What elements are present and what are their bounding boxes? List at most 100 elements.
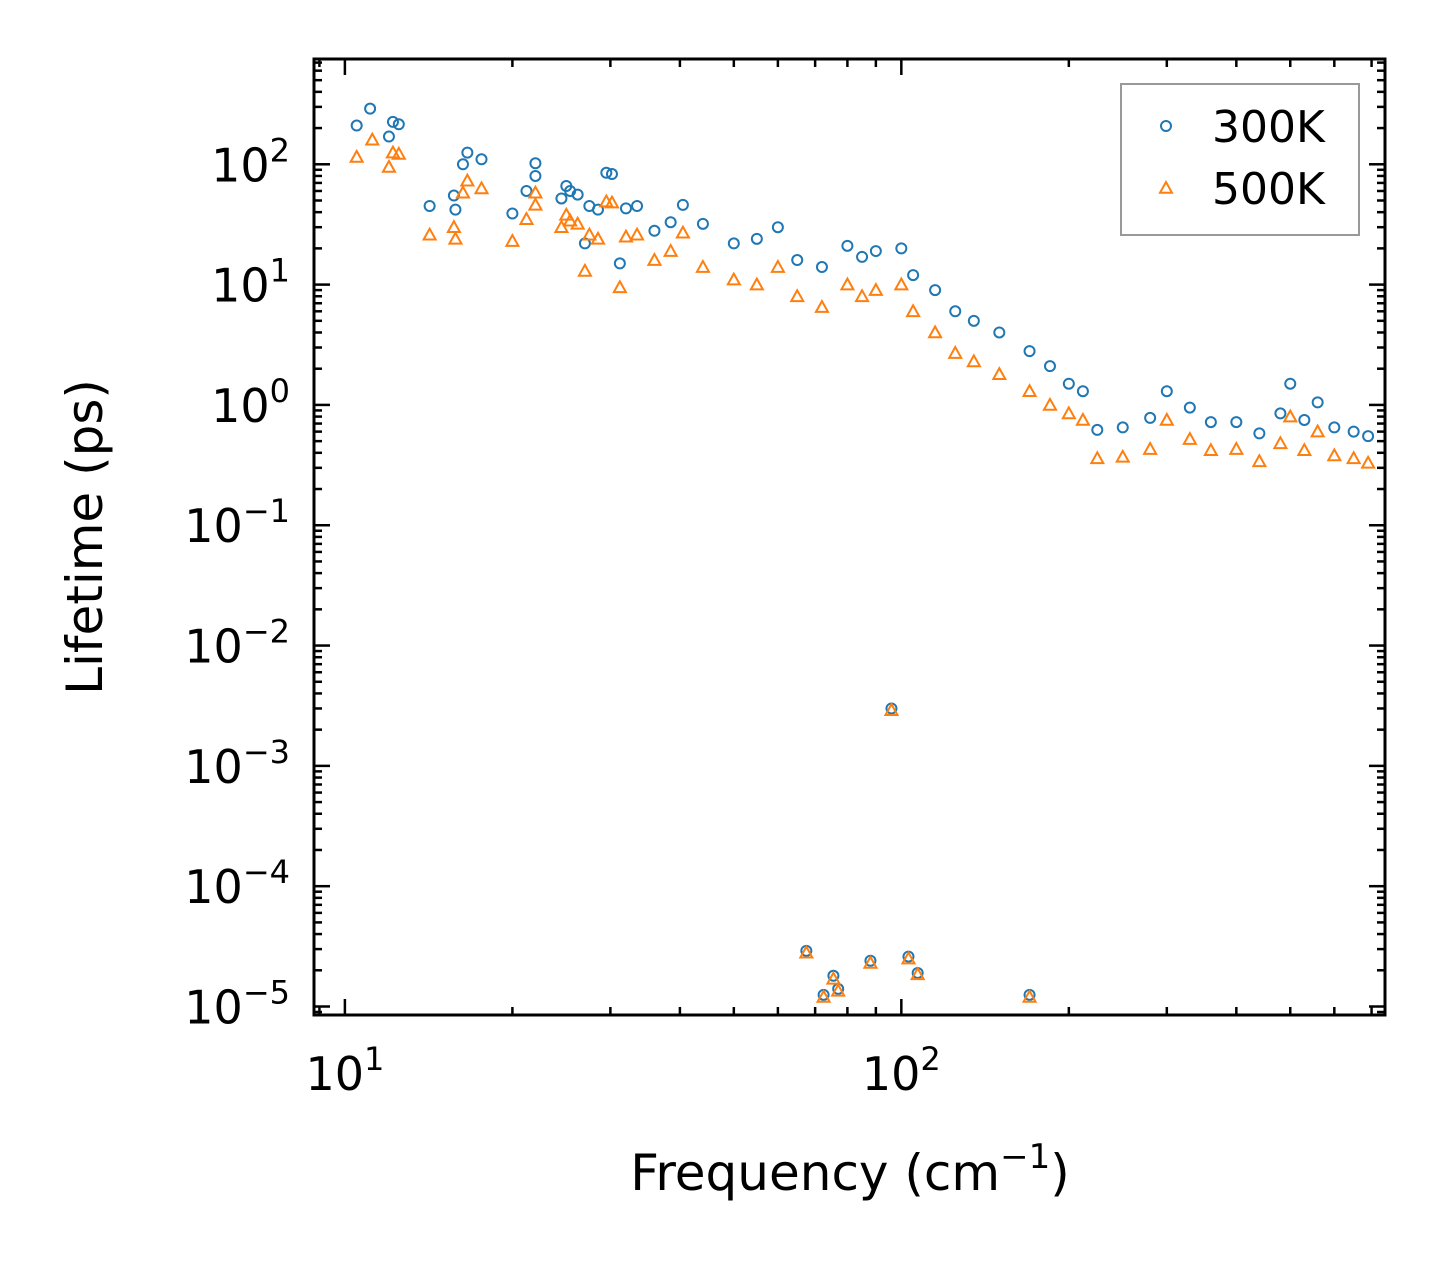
data-point-300k-37 xyxy=(856,250,869,263)
data-point-300k-8 xyxy=(456,158,469,171)
data-point-500k-19 xyxy=(577,262,593,277)
data-point-300k-57 xyxy=(1274,407,1287,420)
data-point-500k-17 xyxy=(562,212,578,227)
data-point-300k-52 xyxy=(1160,385,1173,398)
x-axis-title: Frequency (cm−1) xyxy=(630,1137,1070,1202)
data-point-300k-45 xyxy=(1023,345,1036,358)
data-point-500k-50 xyxy=(1115,448,1131,463)
data-point-300k-12 xyxy=(520,184,533,197)
data-point-300k-51 xyxy=(1144,411,1157,424)
data-point-500k-32 xyxy=(749,276,765,291)
x-axis-title-main: Frequency (cm xyxy=(630,1144,1000,1202)
data-point-500k-6 xyxy=(446,219,462,233)
data-point-500k-66 xyxy=(815,988,832,1003)
data-point-300k-7 xyxy=(449,203,462,216)
data-point-500k-0 xyxy=(348,148,365,163)
data-point-500k-46 xyxy=(1042,396,1058,411)
data-point-300k-63 xyxy=(1362,430,1375,443)
data-point-300k-11 xyxy=(506,207,519,220)
data-point-500k-57 xyxy=(1272,435,1289,450)
data-point-300k-60 xyxy=(1311,396,1324,409)
data-point-500k-15 xyxy=(553,219,570,233)
data-point-500k-44 xyxy=(991,366,1008,381)
data-point-300k-32 xyxy=(750,232,763,245)
y-tick-label-3: 10−1 xyxy=(184,492,290,553)
data-point-500k-14 xyxy=(527,184,544,199)
tick-labels: 101 102 102 101 100 10−1 10−2 10−3 10−4 10−5 xyxy=(184,131,940,1101)
data-point-500k-7 xyxy=(447,230,464,245)
data-point-500k-38 xyxy=(868,282,884,296)
data-point-300k-22 xyxy=(600,166,613,179)
data-point-300k-5 xyxy=(423,200,436,213)
data-point-300k-29 xyxy=(676,198,689,211)
data-point-500k-62 xyxy=(1345,450,1362,465)
y-tick-label-1: 101 xyxy=(211,252,290,313)
data-point-500k-33 xyxy=(770,258,786,273)
data-point-300k-21 xyxy=(591,203,604,216)
series-500K xyxy=(348,131,1376,1003)
data-point-300k-27 xyxy=(648,224,661,237)
y-tick-label-0: 102 xyxy=(211,131,290,192)
data-point-300k-46 xyxy=(1043,360,1056,373)
data-point-300k-26 xyxy=(631,200,644,213)
y-tick-label-5: 10−3 xyxy=(184,733,290,794)
data-point-300k-14 xyxy=(529,157,542,170)
legend-label-500k: 500K xyxy=(1212,164,1326,215)
data-point-500k-20 xyxy=(581,226,598,241)
data-point-300k-30 xyxy=(696,217,709,230)
plot-markers xyxy=(348,102,1376,1003)
legend: 300K 500K xyxy=(1120,83,1360,236)
data-point-300k-2 xyxy=(382,130,395,143)
data-point-500k-34 xyxy=(789,288,805,303)
x-tick-label-0: 101 xyxy=(305,1040,384,1101)
data-point-300k-55 xyxy=(1230,416,1243,429)
data-point-500k-23 xyxy=(604,194,620,209)
data-point-300k-39 xyxy=(895,242,908,255)
data-point-300k-18 xyxy=(571,188,584,201)
legend-label-300k: 300K xyxy=(1212,102,1326,153)
x-tick-label-1: 102 xyxy=(862,1040,941,1101)
data-point-300k-31 xyxy=(727,237,740,250)
data-point-500k-49 xyxy=(1089,450,1105,465)
data-point-300k-40 xyxy=(907,269,920,282)
data-point-500k-48 xyxy=(1075,411,1091,426)
data-point-300k-4 xyxy=(392,118,405,131)
data-point-300k-3 xyxy=(386,115,399,128)
legend-marker-500k xyxy=(1158,179,1174,194)
data-point-500k-53 xyxy=(1182,431,1198,445)
data-point-500k-68 xyxy=(830,982,846,997)
data-point-300k-9 xyxy=(461,146,474,159)
y-tick-label-4: 10−2 xyxy=(184,613,290,674)
data-point-500k-27 xyxy=(646,251,663,266)
data-point-300k-35 xyxy=(815,261,828,274)
data-point-500k-31 xyxy=(726,271,742,286)
data-point-300k-54 xyxy=(1204,416,1217,429)
data-point-300k-59 xyxy=(1298,413,1311,426)
data-point-500k-51 xyxy=(1142,440,1158,455)
data-point-500k-8 xyxy=(455,184,471,199)
data-point-300k-42 xyxy=(949,305,962,318)
legend-marker-300k xyxy=(1160,120,1172,132)
data-point-500k-70 xyxy=(900,950,917,965)
data-point-500k-5 xyxy=(421,226,438,241)
y-tick-label-7: 10−5 xyxy=(184,974,290,1035)
data-point-500k-13 xyxy=(527,196,544,211)
data-point-300k-33 xyxy=(771,221,784,234)
data-point-500k-41 xyxy=(927,324,943,339)
data-point-300k-23 xyxy=(605,168,618,181)
y-tick-label-2: 100 xyxy=(211,372,290,433)
data-point-300k-1 xyxy=(364,102,377,115)
data-point-300k-47 xyxy=(1062,377,1075,390)
data-point-500k-71 xyxy=(909,966,926,981)
data-point-300k-0 xyxy=(350,119,363,132)
data-point-300k-62 xyxy=(1347,425,1360,438)
data-point-500k-65 xyxy=(798,944,815,959)
data-point-500k-25 xyxy=(618,228,634,243)
data-point-500k-10 xyxy=(473,180,490,195)
data-point-500k-29 xyxy=(675,224,691,239)
data-point-500k-4 xyxy=(391,145,407,160)
data-point-300k-61 xyxy=(1328,421,1341,434)
data-point-500k-42 xyxy=(947,344,963,359)
data-point-500k-12 xyxy=(518,211,535,225)
